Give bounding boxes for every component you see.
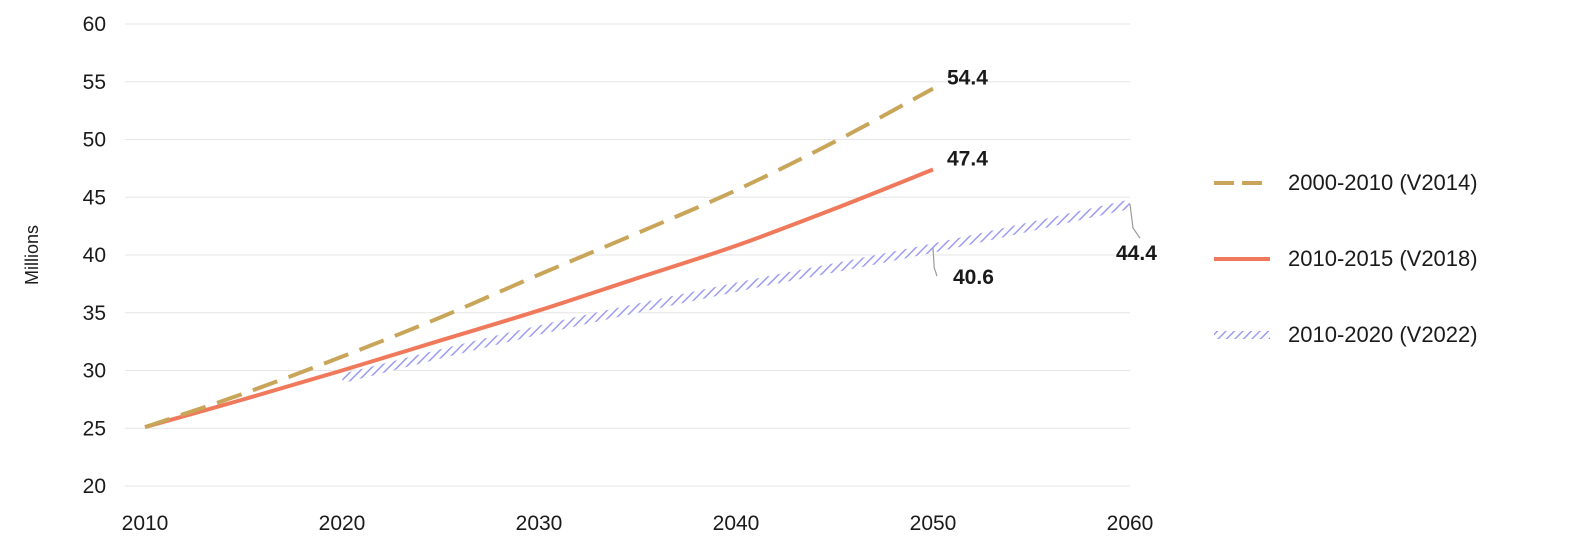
legend-item: 2010-2015 (V2018) [1212, 246, 1478, 272]
gridlines [125, 23, 1130, 487]
data-label: 40.6 [953, 266, 994, 289]
data-label: 47.4 [947, 148, 988, 171]
y-tick-label: 30 [83, 360, 106, 383]
legend-item: 2010-2020 (V2022) [1212, 322, 1478, 348]
y-tick-label: 60 [83, 13, 106, 36]
legend-label: 2010-2015 (V2018) [1288, 246, 1478, 271]
x-tick-label: 2050 [910, 512, 957, 535]
series-line-v2018 [144, 167, 934, 430]
y-tick-label: 20 [83, 475, 106, 498]
annotation-leader [932, 248, 938, 277]
y-tick-label: 40 [83, 244, 106, 267]
y-tick-label: 50 [83, 129, 106, 152]
legend-swatch [1214, 181, 1270, 185]
legend: 2000-2010 (V2014) 2010-2015 (V2018) 2010-2… [1212, 170, 1478, 398]
y-axis-label: Millions [22, 225, 42, 285]
x-tick-label: 2040 [713, 512, 760, 535]
annotation-leaders [932, 204, 1141, 277]
series-line-v2014 [144, 86, 934, 429]
x-tick-label: 2020 [319, 512, 366, 535]
legend-swatch [1214, 257, 1270, 261]
y-axis-ticks: 20 25 30 35 40 45 50 55 60 [83, 13, 106, 498]
annotation-leader [1129, 204, 1141, 239]
data-label: 54.4 [947, 67, 988, 90]
y-tick-label: 55 [83, 71, 106, 94]
legend-label: 2000-2010 (V2014) [1288, 170, 1478, 195]
data-label: 44.4 [1116, 242, 1157, 265]
legend-swatch [1214, 331, 1270, 339]
y-tick-label: 45 [83, 186, 106, 209]
data-labels: 54.4 47.4 40.6 44.4 [947, 67, 1157, 289]
legend-label: 2010-2020 (V2022) [1288, 322, 1478, 347]
series-lines [144, 86, 1131, 430]
y-tick-label: 35 [83, 302, 106, 325]
x-axis-ticks: 2010 2020 2030 2040 2050 2060 [122, 512, 1154, 535]
legend-item: 2000-2010 (V2014) [1212, 170, 1478, 196]
x-tick-label: 2060 [1107, 512, 1154, 535]
x-tick-label: 2030 [516, 512, 563, 535]
x-tick-label: 2010 [122, 512, 169, 535]
series-line-v2022 [340, 199, 1131, 383]
y-tick-label: 25 [83, 417, 106, 440]
